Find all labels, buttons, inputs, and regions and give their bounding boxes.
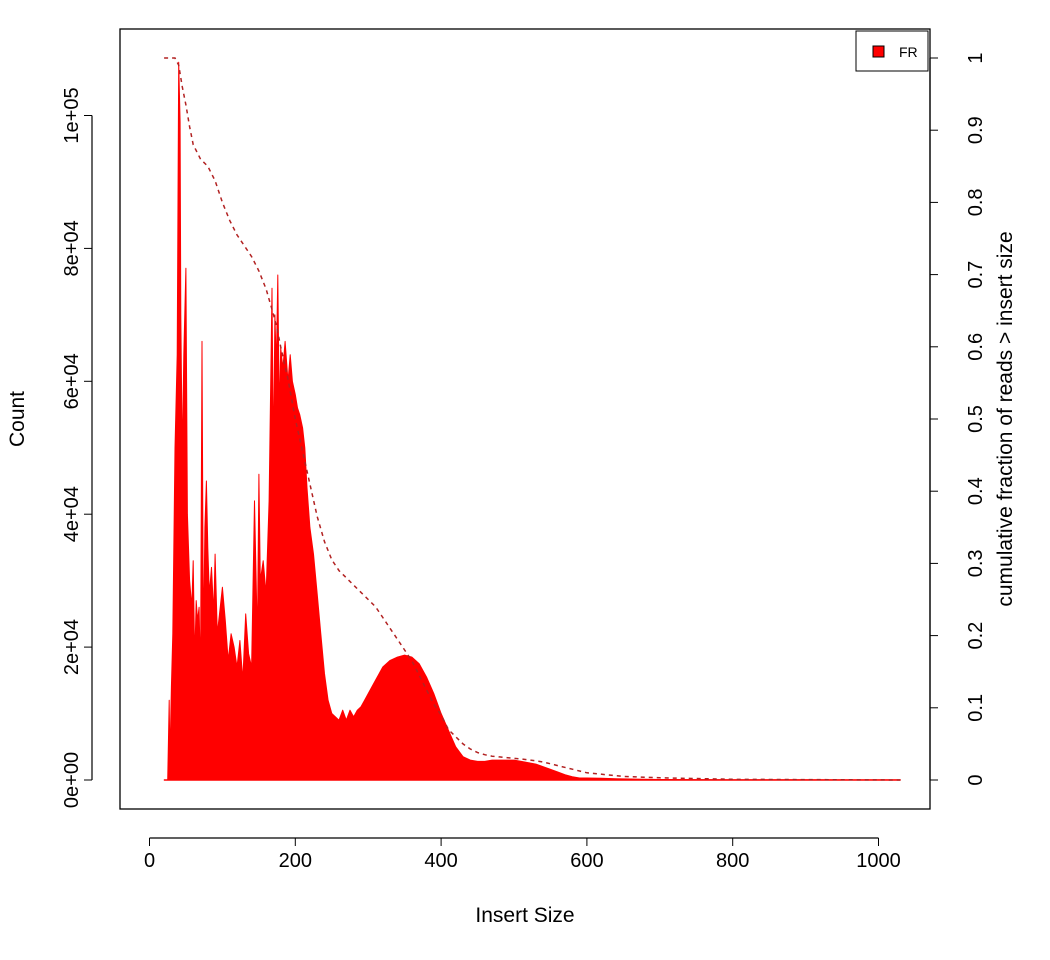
y-right-tick-label: 0.9 [965,116,987,144]
y-right-tick-label: 0.7 [965,261,987,289]
x-tick-label: 600 [570,850,603,872]
y-right-tick-label: 0.8 [965,188,987,216]
y-tick-label: 0e+00 [61,752,83,808]
x-axis-label: Insert Size [475,904,574,927]
y-right-tick-label: 0 [965,774,987,785]
y-tick-label: 2e+04 [61,619,83,675]
axis-layer: 0 200 400 600 800 1000 0e+00 2e+04 4e+04 6e+04 8e+… [61,52,987,872]
y-right-tick-label: 0.4 [965,477,987,505]
y-tick-label: 6e+04 [61,353,83,409]
legend-label-fr: FR [899,44,918,60]
y-right-tick-label: 0.2 [965,622,987,650]
x-tick-label: 0 [144,850,155,872]
legend-box [855,30,929,72]
legend: FR [855,30,929,72]
y-tick-label: 4e+04 [61,486,83,542]
y-right-tick-label: 0.5 [965,405,987,433]
histogram-area-fr [163,61,901,781]
cumulative-fraction-line [164,57,901,781]
y-right-tick-label: 0.3 [965,549,987,577]
y-tick-label: 1e+05 [61,87,83,143]
y-right-tick-label: 0.6 [965,333,987,361]
y-right-tick-label: 1 [965,52,987,63]
plot-frame [119,28,931,810]
y-tick-label: 8e+04 [61,220,83,276]
y-right-axis-label: cumulative fraction of reads > insert si… [994,231,1017,606]
data-layer [163,57,901,781]
x-tick-label: 1000 [856,850,901,872]
x-tick-label: 200 [279,850,312,872]
y-axis-label: Count [6,391,29,447]
legend-swatch-fr [872,45,885,58]
x-tick-label: 800 [716,850,749,872]
x-tick-label: 400 [424,850,457,872]
y-right-tick-label: 0.1 [965,694,987,722]
